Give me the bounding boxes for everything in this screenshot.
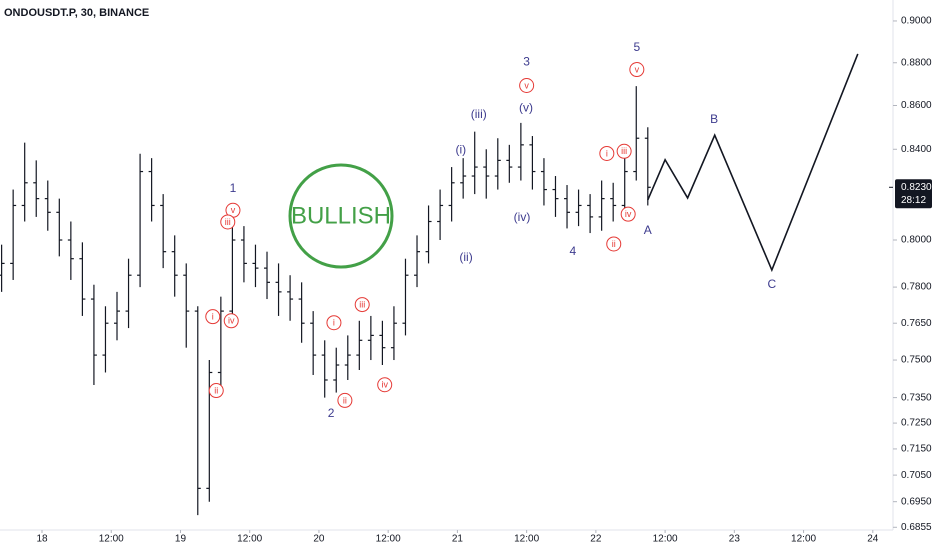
wave-label: iv xyxy=(381,380,388,390)
current-price-label: 0.8230 xyxy=(901,182,932,193)
wave-label: (ii) xyxy=(459,250,472,264)
wave-label-circle xyxy=(337,392,353,408)
wave-label: (i) xyxy=(456,143,467,157)
x-tick-label: 24 xyxy=(867,534,879,545)
x-tick-label: 12:00 xyxy=(99,534,124,545)
wave-label-circle xyxy=(606,236,622,252)
wave-label: i xyxy=(212,312,214,322)
wave-label-circle xyxy=(616,143,632,159)
wave-label: 2 xyxy=(328,406,335,420)
wave-label-circle xyxy=(205,309,221,325)
wave-label: i xyxy=(606,148,608,158)
x-tick-label: 12:00 xyxy=(791,534,816,545)
wave-label-circle xyxy=(629,62,645,78)
y-tick-label: 0.7650 xyxy=(901,318,932,329)
wave-label-circle xyxy=(220,214,236,230)
chart-title: ONDOUSDT.P, 30, BINANCE xyxy=(4,7,149,19)
badge-text: BULLISH xyxy=(291,202,391,229)
y-tick-label: 0.8000 xyxy=(901,235,932,246)
wave-label-circle xyxy=(326,315,342,331)
y-tick-label: 0.7250 xyxy=(901,418,932,429)
x-tick-label: 12:00 xyxy=(514,534,539,545)
wave-label: iii xyxy=(225,217,231,227)
wave-label: v xyxy=(635,64,640,74)
x-tick-label: 12:00 xyxy=(653,534,678,545)
wave-label: v xyxy=(524,80,529,90)
x-tick-label: 18 xyxy=(36,534,48,545)
wave-label-circle xyxy=(599,145,615,161)
wave-label-circle xyxy=(223,313,239,329)
wave-label: iv xyxy=(625,209,632,219)
x-tick-label: 20 xyxy=(313,534,325,545)
wave-label-circle xyxy=(377,377,393,393)
wave-label: A xyxy=(644,223,652,237)
x-tick-label: 23 xyxy=(729,534,741,545)
y-tick-label: 0.7150 xyxy=(901,444,932,455)
x-tick-label: 19 xyxy=(175,534,187,545)
x-tick-label: 21 xyxy=(452,534,464,545)
wave-label: i xyxy=(333,318,335,328)
wave-label-circle xyxy=(620,206,636,222)
x-tick-label: 22 xyxy=(590,534,602,545)
wave-label: iii xyxy=(359,299,365,309)
y-tick-label: 0.6855 xyxy=(901,522,932,533)
y-tick-label: 0.6950 xyxy=(901,496,932,507)
wave-label-circle xyxy=(208,383,224,399)
wave-label-circle xyxy=(519,78,535,94)
y-tick-label: 0.8800 xyxy=(901,57,932,68)
wave-label: iv xyxy=(228,316,235,326)
projection-path xyxy=(647,53,859,273)
wave-label: v xyxy=(231,205,236,215)
wave-label: C xyxy=(768,277,777,291)
x-tick-label: 12:00 xyxy=(237,534,262,545)
wave-label: iii xyxy=(621,146,627,156)
badge-circle xyxy=(288,163,394,269)
wave-label: 5 xyxy=(633,40,640,54)
y-tick-label: 0.8400 xyxy=(901,144,932,155)
y-tick-label: 0.8600 xyxy=(901,100,932,111)
wave-label: ii xyxy=(214,385,218,395)
y-tick-label: 0.7500 xyxy=(901,355,932,366)
wave-label: 4 xyxy=(569,244,576,258)
wave-label-circle xyxy=(354,297,370,313)
x-tick-label: 12:00 xyxy=(376,534,401,545)
wave-label: (v) xyxy=(519,100,533,114)
wave-label: B xyxy=(710,112,718,126)
countdown-label: 28:12 xyxy=(901,195,926,206)
wave-label: ii xyxy=(343,395,347,405)
wave-label: (iii) xyxy=(471,107,487,121)
wave-label: (iv) xyxy=(514,210,531,224)
current-price-box xyxy=(895,179,932,209)
y-tick-label: 0.7800 xyxy=(901,282,932,293)
wave-label: 1 xyxy=(230,181,237,195)
y-tick-label: 0.7350 xyxy=(901,392,932,403)
wave-label: 3 xyxy=(523,55,530,69)
wave-label: ii xyxy=(612,239,616,249)
y-tick-label: 0.7050 xyxy=(901,470,932,481)
y-tick-label: 0.9000 xyxy=(901,16,932,27)
